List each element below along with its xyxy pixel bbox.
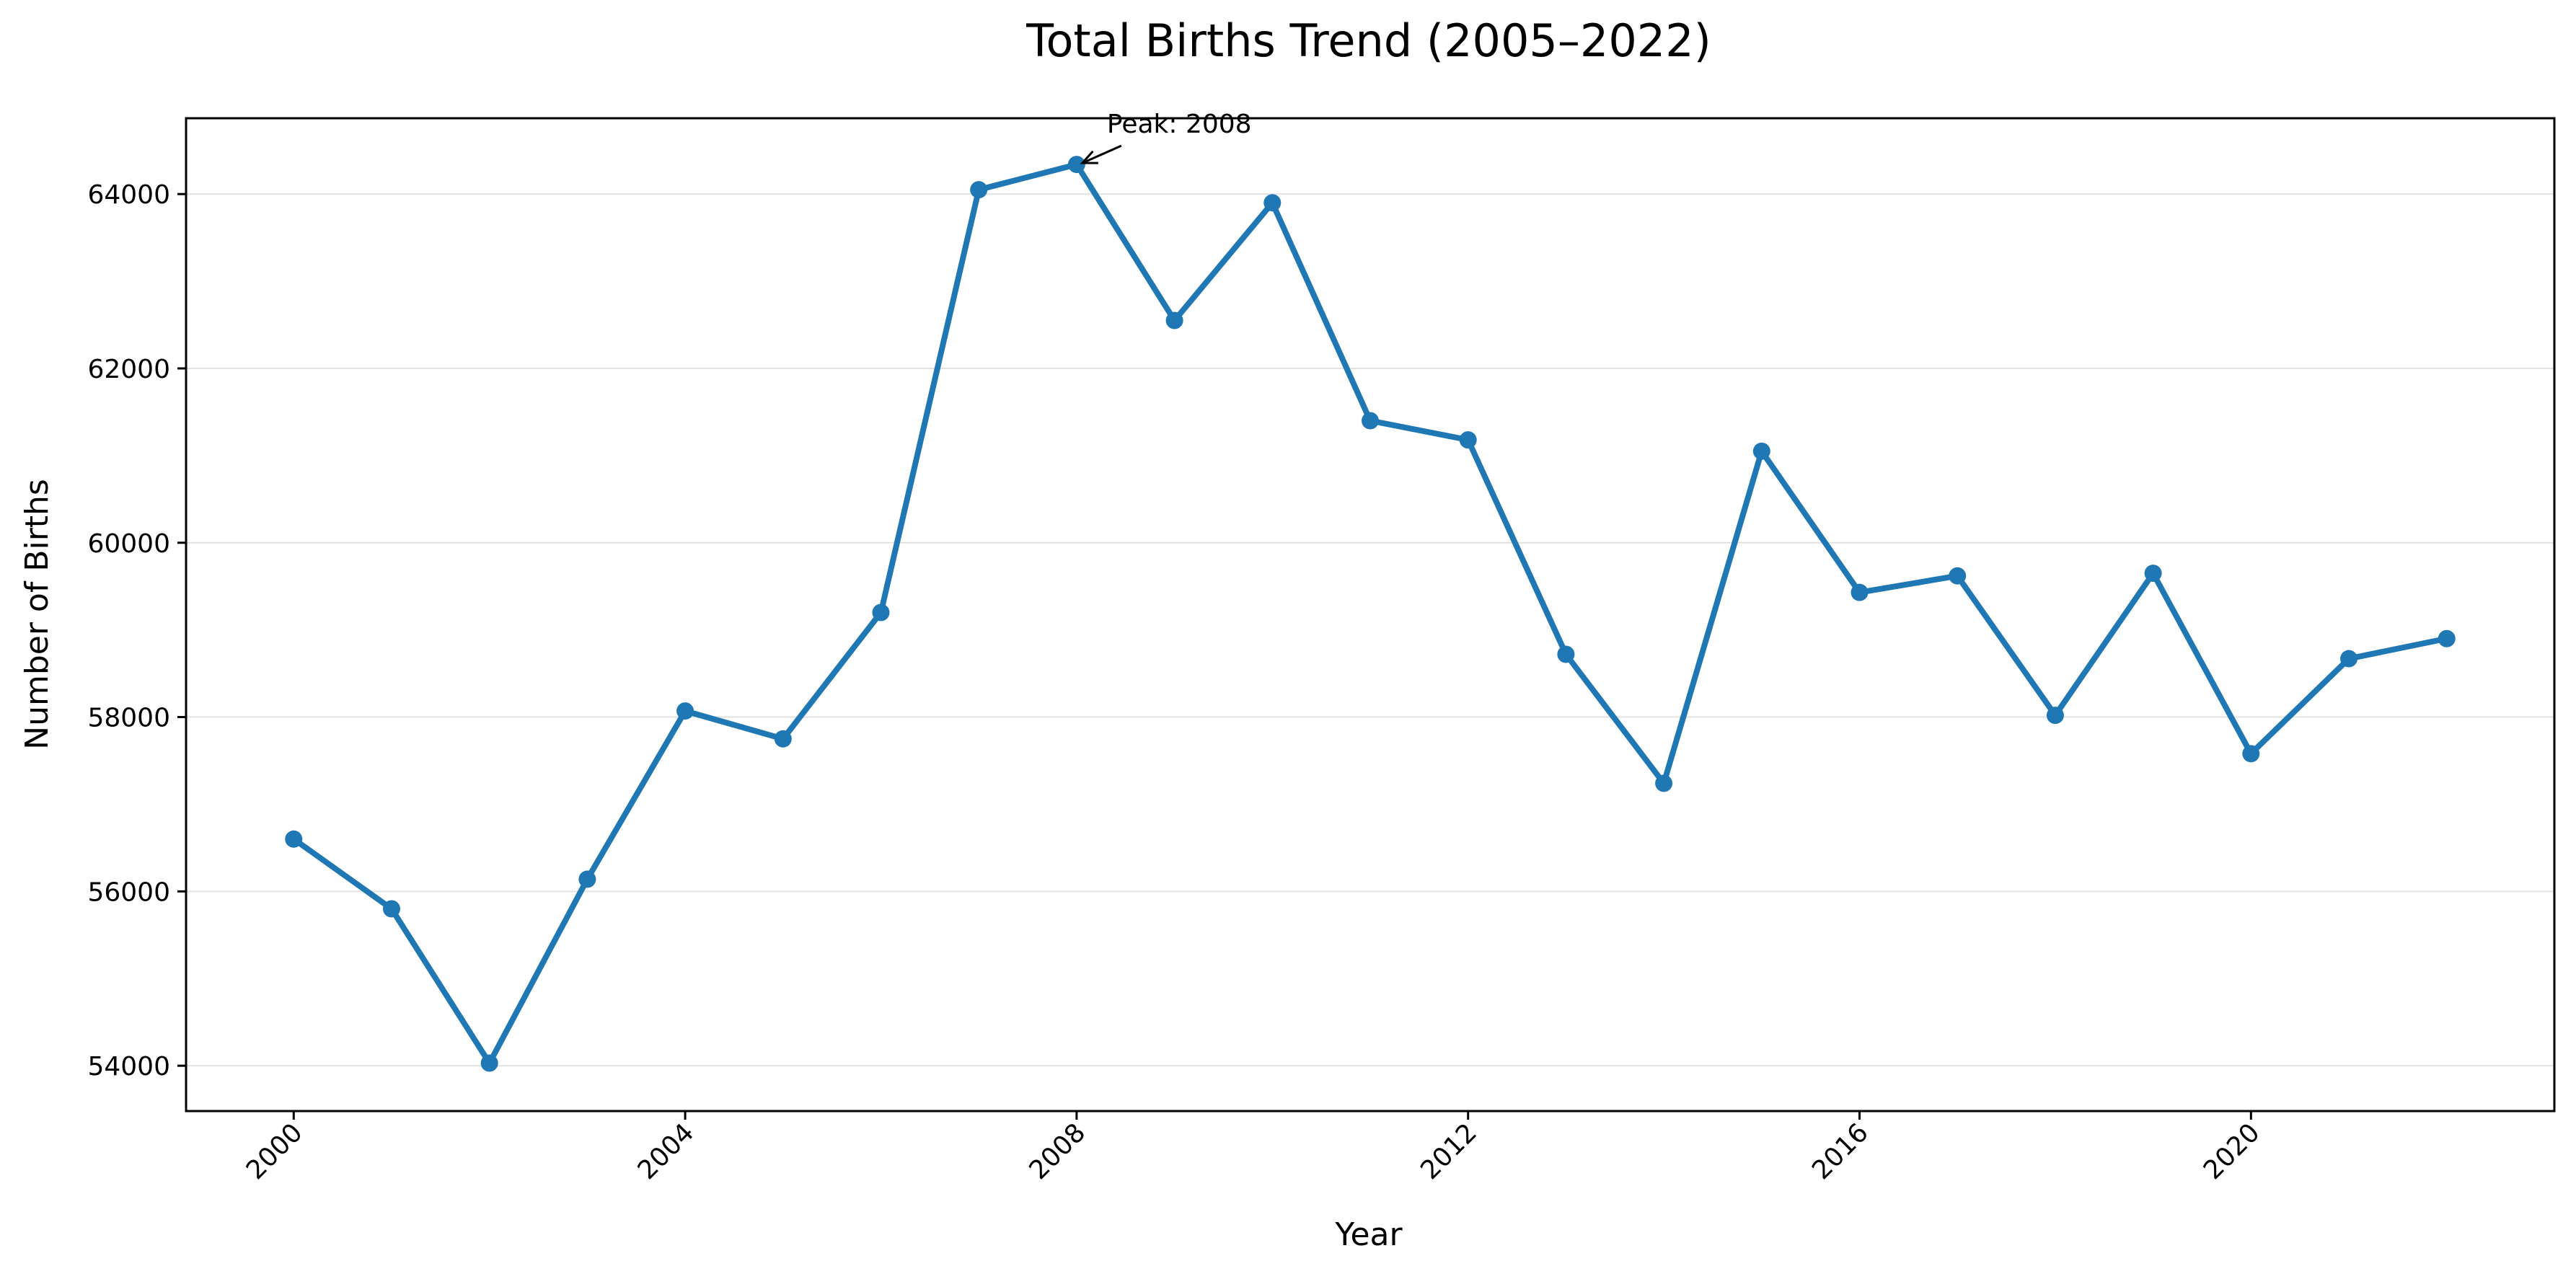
series-layer: [285, 156, 2456, 1072]
data-point: [676, 702, 694, 720]
x-tick-label: 2012: [1415, 1118, 1483, 1185]
x-tick-label: 2016: [1807, 1118, 1874, 1185]
data-point: [1949, 567, 1967, 585]
x-tick-label: 2008: [1023, 1118, 1091, 1185]
plot-frame: [185, 117, 2556, 1112]
x-tick-label: 2004: [632, 1118, 700, 1185]
data-point: [1263, 194, 1282, 212]
data-point: [2046, 707, 2064, 725]
data-point: [1557, 645, 1575, 663]
grid-lines: [186, 193, 2554, 1067]
y-tick-label: 58000: [87, 704, 170, 733]
chart-title: Total Births Trend (2005–2022): [1025, 14, 1711, 67]
data-point: [2242, 745, 2260, 763]
data-point: [1752, 442, 1770, 460]
data-point: [578, 870, 596, 888]
data-point: [1851, 583, 1869, 601]
data-point: [1362, 412, 1379, 430]
annotation-arrow-shaft: [1082, 144, 1122, 164]
y-tick-label: 62000: [87, 355, 170, 384]
data-point: [872, 603, 890, 621]
data-point: [1655, 774, 1673, 792]
annotation-arrow-head: [1080, 150, 1098, 164]
data-point: [2340, 650, 2358, 668]
data-point: [1459, 431, 1477, 449]
y-tick-label: 60000: [87, 529, 170, 559]
series-line: [291, 162, 2450, 1066]
x-tick-label: 2020: [2198, 1118, 2266, 1185]
axis-ticks: 54000 56000 58000 60000 62000 64000 2000 2004 20…: [87, 180, 2265, 1185]
data-point: [774, 730, 792, 748]
data-point: [480, 1054, 498, 1072]
peak-annotation-text: Peak: 2008: [1107, 110, 1252, 139]
data-point: [970, 181, 988, 199]
annotation: Peak: 2008: [1080, 110, 1252, 164]
y-tick-label: 56000: [87, 877, 170, 907]
data-point: [1067, 156, 1085, 174]
data-point: [2144, 565, 2162, 583]
x-axis-label: Year: [1334, 1216, 1403, 1253]
y-axis-label: Number of Births: [19, 479, 56, 750]
y-tick-label: 64000: [87, 180, 170, 210]
data-point: [382, 900, 400, 918]
data-point: [1165, 311, 1183, 329]
data-point: [2438, 629, 2456, 647]
data-point: [285, 830, 303, 848]
y-tick-label: 54000: [87, 1052, 170, 1081]
x-tick-label: 2000: [241, 1118, 309, 1185]
